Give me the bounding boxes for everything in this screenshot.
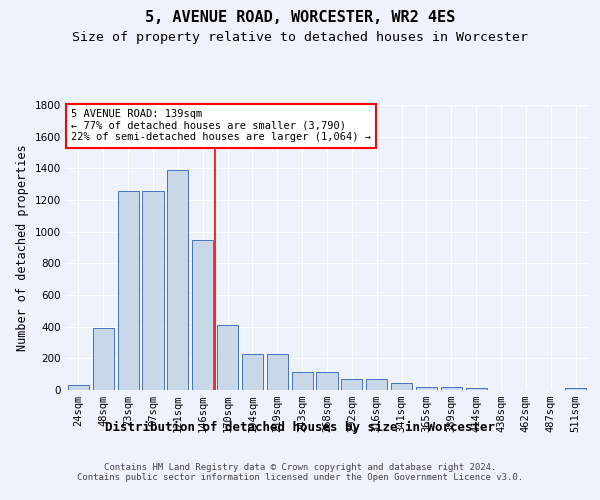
Bar bbox=[192, 240, 213, 390]
Bar bbox=[118, 190, 139, 390]
Bar bbox=[466, 388, 487, 390]
Text: Contains HM Land Registry data © Crown copyright and database right 2024.
Contai: Contains HM Land Registry data © Crown c… bbox=[77, 463, 523, 482]
Bar bbox=[142, 190, 164, 390]
Bar bbox=[366, 379, 387, 390]
Bar bbox=[316, 372, 338, 390]
Bar bbox=[565, 388, 586, 390]
Y-axis label: Number of detached properties: Number of detached properties bbox=[16, 144, 29, 351]
Bar bbox=[441, 387, 462, 390]
Bar bbox=[391, 383, 412, 390]
Bar bbox=[416, 387, 437, 390]
Text: Distribution of detached houses by size in Worcester: Distribution of detached houses by size … bbox=[105, 421, 495, 434]
Bar bbox=[292, 372, 313, 390]
Bar bbox=[267, 354, 288, 390]
Text: Size of property relative to detached houses in Worcester: Size of property relative to detached ho… bbox=[72, 31, 528, 44]
Bar bbox=[217, 325, 238, 390]
Bar bbox=[93, 328, 114, 390]
Bar bbox=[242, 354, 263, 390]
Text: 5 AVENUE ROAD: 139sqm
← 77% of detached houses are smaller (3,790)
22% of semi-d: 5 AVENUE ROAD: 139sqm ← 77% of detached … bbox=[71, 110, 371, 142]
Text: 5, AVENUE ROAD, WORCESTER, WR2 4ES: 5, AVENUE ROAD, WORCESTER, WR2 4ES bbox=[145, 10, 455, 25]
Bar bbox=[167, 170, 188, 390]
Bar bbox=[341, 379, 362, 390]
Bar bbox=[68, 385, 89, 390]
